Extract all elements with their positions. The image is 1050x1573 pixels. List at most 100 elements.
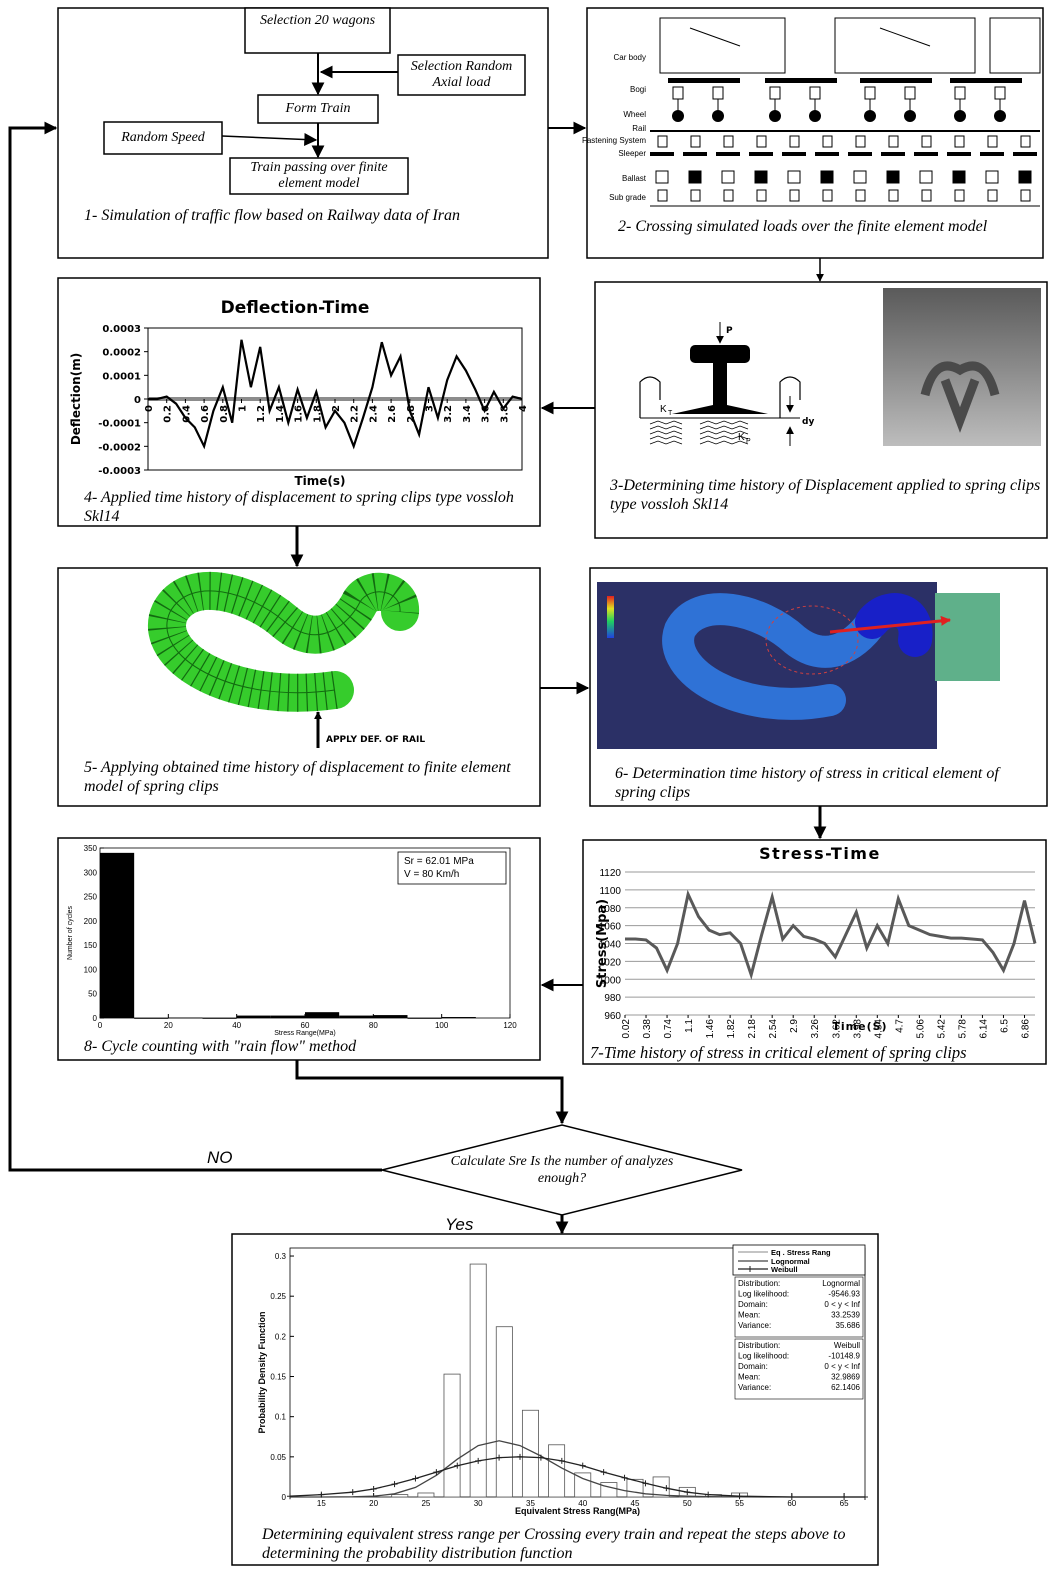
subgrade-spring — [724, 190, 733, 201]
x-tick-label: 0.2 — [163, 405, 174, 423]
subgrade-spring — [1021, 190, 1030, 201]
sleeper — [683, 152, 707, 156]
x-tick-label: 25 — [421, 1499, 430, 1508]
wheel — [672, 110, 684, 122]
stats-label: Distribution: — [738, 1279, 780, 1288]
x-tick-label: 2.18 — [747, 1019, 758, 1039]
caption: 2- Crossing simulated loads over the fin… — [618, 217, 1033, 236]
x-tick-label: 4.7 — [894, 1019, 905, 1033]
fastening — [790, 136, 799, 147]
sleeper — [650, 152, 674, 156]
x-tick-label: 50 — [683, 1499, 692, 1508]
y-tick-label: 250 — [84, 893, 98, 902]
fastening — [658, 136, 667, 147]
caption: 4- Applied time history of displacement … — [84, 488, 529, 526]
subgrade-spring — [790, 190, 799, 201]
spring-label: T — [668, 410, 673, 417]
color-bar — [607, 596, 614, 638]
sleeper — [914, 152, 938, 156]
x-tick-label: 5.42 — [936, 1019, 947, 1039]
layer-label: Rail — [632, 124, 646, 133]
x-tick-label: 2.6 — [387, 405, 398, 423]
x-tick-label: 30 — [474, 1499, 483, 1508]
sleeper — [716, 152, 740, 156]
x-tick-label: 1.2 — [256, 405, 267, 423]
y-tick-label: 0.3 — [275, 1252, 287, 1261]
caption: 5- Applying obtained time history of dis… — [84, 758, 529, 796]
y-tick-label: 0.05 — [270, 1453, 286, 1462]
flow-text: Train passing over finite element model — [232, 160, 406, 192]
bar — [442, 1017, 476, 1018]
ballast — [1019, 171, 1031, 183]
x-tick-label: 3.2 — [443, 405, 454, 423]
wheel — [904, 110, 916, 122]
caption: 6- Determination time history of stress … — [615, 764, 1040, 802]
bar — [339, 1016, 373, 1018]
branch-label: NO — [207, 1148, 233, 1167]
x-axis-label: Time(s) — [294, 474, 345, 488]
y-tick-label: 960 — [604, 1011, 621, 1022]
bogie — [765, 78, 837, 83]
subgrade-spring — [955, 190, 964, 201]
caption: Determining equivalent stress range per … — [262, 1525, 874, 1563]
x-tick-label: 40 — [232, 1021, 241, 1030]
fastening — [889, 136, 898, 147]
bar — [496, 1327, 512, 1497]
wheel — [712, 110, 724, 122]
y-tick-label: 1100 — [599, 886, 621, 897]
y-tick-label: -0.0001 — [98, 419, 141, 430]
fastening — [922, 136, 931, 147]
bar — [408, 1018, 442, 1019]
y-tick-label: 300 — [84, 868, 98, 877]
bar — [168, 1018, 202, 1019]
x-tick-label: 6.86 — [1020, 1019, 1031, 1039]
y-tick-label: 1060 — [599, 922, 622, 933]
rail-head — [690, 345, 750, 363]
bar — [271, 1016, 305, 1018]
subgrade-spring — [922, 190, 931, 201]
x-axis-label: Equivalent Stress Rang(MPa) — [515, 1506, 640, 1516]
stats-value: 0 < y < Inf — [824, 1300, 860, 1309]
x-tick-label: 120 — [503, 1021, 517, 1030]
subgrade-spring — [889, 190, 898, 201]
flow-text: Selection Random Axial load — [400, 59, 523, 91]
y-tick-label: 0.0002 — [102, 348, 141, 359]
layer-label: Sub grade — [609, 193, 646, 202]
stats-value: -10148.9 — [828, 1352, 860, 1361]
wheel — [769, 110, 781, 122]
layer-label: Ballast — [622, 174, 647, 183]
bar — [373, 1015, 407, 1018]
bar — [444, 1374, 460, 1497]
x-tick-label: 2.54 — [768, 1019, 779, 1039]
x-tick-label: 0.74 — [663, 1019, 674, 1039]
x-tick-label: 1.46 — [705, 1019, 716, 1039]
chart-title: Deflection-Time — [221, 298, 370, 318]
bar — [203, 1018, 237, 1019]
bogie — [950, 78, 1022, 83]
annotation: V = 80 Km/h — [404, 869, 459, 880]
sleeper — [815, 152, 839, 156]
fastening — [856, 136, 865, 147]
bar — [305, 1012, 339, 1018]
y-tick-label: 1020 — [599, 957, 622, 968]
stats-label: Domain: — [738, 1362, 768, 1371]
stats-value: 0 < y < Inf — [824, 1362, 860, 1371]
subgrade-spring — [856, 190, 865, 201]
x-tick-label: 20 — [164, 1021, 173, 1030]
spring — [770, 87, 780, 99]
layer-label: Car body — [614, 53, 646, 62]
fastening — [724, 136, 733, 147]
x-tick-label: 2.9 — [789, 1019, 800, 1033]
x-tick-label: 6.14 — [978, 1019, 989, 1039]
fastening — [691, 136, 700, 147]
car-body — [660, 18, 785, 73]
ballast — [953, 171, 965, 183]
layer-label: Wheel — [623, 110, 646, 119]
stats-label: Variance: — [738, 1321, 771, 1330]
spring — [713, 87, 723, 99]
x-tick-label: 0 — [98, 1021, 103, 1030]
gap-label: dy — [802, 417, 814, 427]
y-tick-label: 0.15 — [270, 1373, 286, 1382]
y-axis-label: Deflection(m) — [69, 353, 83, 445]
spring-label: K — [660, 404, 667, 415]
